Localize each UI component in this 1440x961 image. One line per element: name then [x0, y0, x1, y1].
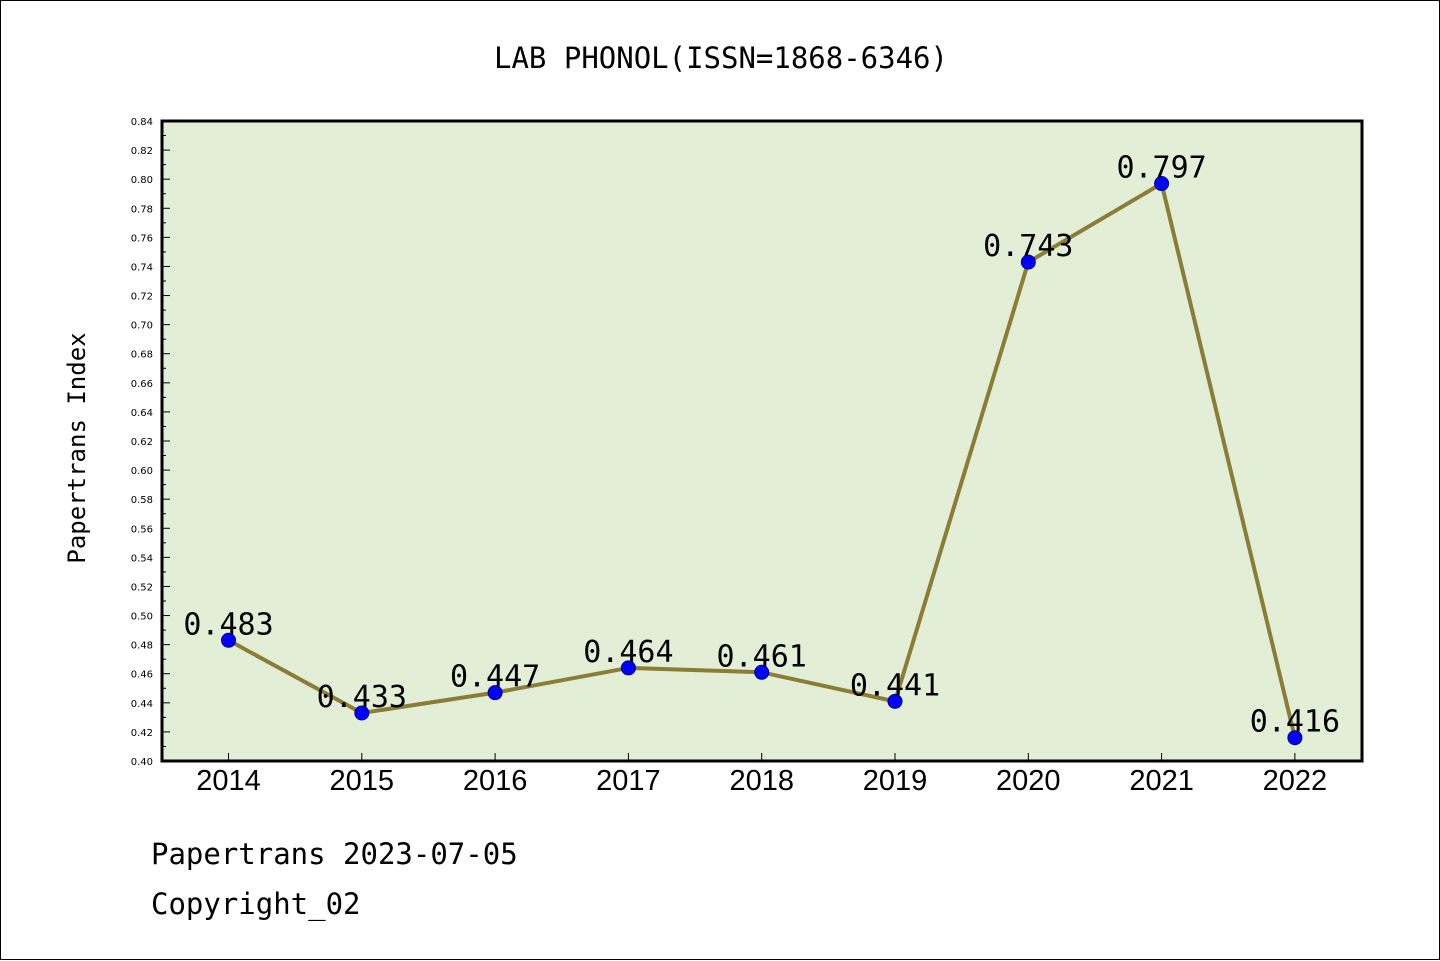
x-tick-label: 2017 — [596, 765, 661, 797]
data-point-marker — [354, 705, 370, 721]
x-axis-ticks: 2014 2015 2016 2017 2018 2019 2020 2021 2022 — [196, 753, 1327, 797]
x-tick-label: 2016 — [463, 765, 528, 797]
y-tick-label: 0.40 — [131, 757, 153, 768]
data-point-label: 0.433 — [317, 680, 407, 715]
data-point-label: 0.461 — [717, 639, 807, 674]
y-tick-label: 0.42 — [131, 728, 153, 739]
data-point-label: 0.464 — [583, 635, 673, 670]
y-tick-label: 0.54 — [131, 553, 153, 564]
data-point-marker — [221, 632, 236, 648]
y-tick-label: 0.60 — [131, 466, 153, 477]
x-tick-label: 2019 — [863, 765, 928, 797]
x-tick-label: 2021 — [1129, 765, 1194, 797]
y-tick-label: 0.82 — [131, 146, 153, 157]
data-point-label: 0.797 — [1116, 151, 1206, 186]
y-tick-label: 0.84 — [131, 117, 153, 128]
data-point-marker — [1154, 176, 1170, 192]
x-tick-label: 2020 — [996, 765, 1061, 797]
chart-title: LAB PHONOL(ISSN=1868-6346) — [494, 41, 948, 75]
data-point-marker — [487, 685, 503, 701]
data-point-marker — [754, 664, 770, 680]
y-tick-label: 0.68 — [131, 350, 153, 361]
y-tick-label: 0.80 — [131, 175, 153, 186]
data-point-label: 0.447 — [450, 660, 540, 695]
y-axis-label: Papertrans Index — [63, 332, 91, 563]
y-tick-label: 0.66 — [131, 379, 153, 390]
y-tick-label: 0.78 — [131, 204, 153, 215]
y-tick-label: 0.64 — [131, 408, 153, 419]
data-point-marker — [887, 693, 903, 709]
data-point-label: 0.743 — [983, 229, 1073, 264]
x-tick-label: 2014 — [196, 765, 261, 797]
data-point-label: 0.416 — [1250, 705, 1340, 740]
x-tick-label: 2018 — [729, 765, 794, 797]
data-point-marker — [1020, 254, 1036, 270]
y-tick-label: 0.70 — [131, 321, 153, 332]
y-tick-label: 0.50 — [131, 612, 153, 623]
y-tick-label: 0.72 — [131, 292, 153, 303]
plot-area — [160, 119, 1364, 763]
data-point-marker — [1287, 730, 1303, 746]
y-tick-label: 0.46 — [131, 670, 153, 681]
y-tick-label: 0.48 — [131, 641, 153, 652]
series — [221, 176, 1303, 746]
y-axis-ticks: 0.40 0.42 0.44 0.46 0.48 0.50 0.52 0.54 0.56 0.58… — [131, 117, 170, 768]
y-tick-label: 0.74 — [131, 262, 153, 273]
data-labels: 0.483 0.433 0.447 0.464 0.461 0.441 0.743 0.797… — [183, 151, 1340, 740]
x-tick-label: 2015 — [330, 765, 395, 797]
data-point-marker — [620, 660, 636, 676]
y-tick-label: 0.76 — [131, 233, 153, 244]
y-tick-label: 0.44 — [131, 699, 153, 710]
y-tick-label: 0.56 — [131, 524, 153, 535]
data-point-label: 0.441 — [850, 668, 940, 703]
y-tick-label: 0.62 — [131, 437, 153, 448]
data-point-label: 0.483 — [183, 607, 273, 642]
footer-date-line: Papertrans 2023-07-05 — [151, 837, 518, 871]
x-tick-label: 2022 — [1263, 765, 1328, 797]
y-tick-label: 0.58 — [131, 495, 153, 506]
footer-copyright: Copyright_02 — [151, 887, 361, 921]
y-tick-label: 0.52 — [131, 582, 153, 593]
